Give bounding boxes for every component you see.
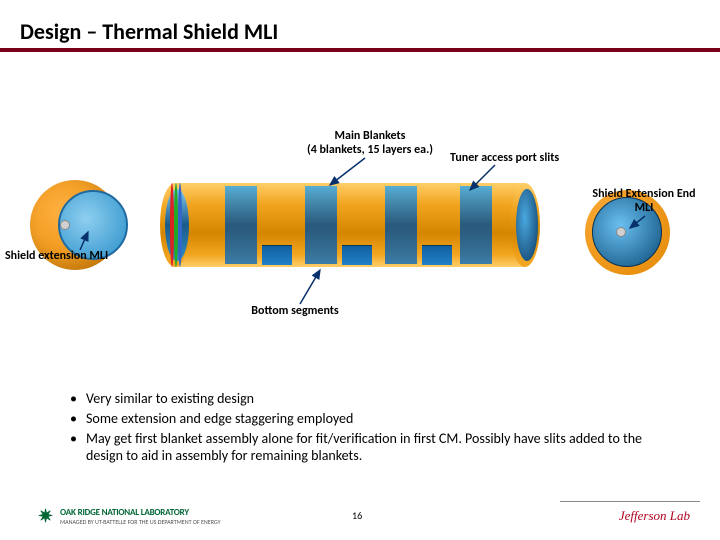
tuner-slit-2: [305, 186, 337, 264]
label-shield-ext-end-l1: Shield Extension End: [592, 187, 695, 201]
page-number: 16: [352, 509, 362, 522]
bullet-3: May get first blanket assembly alone for…: [70, 430, 670, 464]
bullet-list: Very similar to existing design Some ext…: [70, 390, 670, 467]
bottom-segment-2: [342, 245, 372, 265]
leaf-icon: ✷: [38, 505, 53, 527]
cylinder-right-inner: [516, 189, 538, 261]
blanket-rings: [170, 183, 184, 267]
left-endcap-hole: [60, 220, 70, 230]
label-main-blankets-l1: Main Blankets: [335, 129, 406, 143]
bullet-1: Very similar to existing design: [70, 390, 670, 407]
footer-divider: [560, 501, 700, 502]
footer-lab: Jefferson Lab: [619, 508, 690, 524]
label-bottom-segments: Bottom segments: [235, 305, 355, 319]
footer-org: ✷ OAK RIDGE NATIONAL LABORATORY MANAGED …: [60, 507, 221, 526]
tuner-slit-4: [460, 186, 492, 264]
label-shield-ext-end-l2: MLI: [635, 201, 654, 215]
label-main-blankets-l2: (4 blankets, 15 layers ea.): [307, 143, 433, 157]
diagram-area: Main Blankets (4 blankets, 15 layers ea.…: [10, 80, 710, 310]
label-main-blankets: Main Blankets (4 blankets, 15 layers ea.…: [290, 130, 450, 158]
tuner-slit-1: [225, 186, 257, 264]
label-tuner-slits: Tuner access port slits: [450, 152, 590, 166]
bottom-segment-3: [422, 245, 452, 265]
footer-org-line1: OAK RIDGE NATIONAL LABORATORY: [60, 507, 189, 518]
title-underline: [0, 48, 720, 52]
right-endcap-hole: [616, 227, 626, 237]
footer-org-line2: MANAGED BY UT-BATTELLE FOR THE US DEPART…: [60, 518, 221, 526]
tuner-slit-3: [385, 186, 417, 264]
bottom-segment-1: [262, 245, 292, 265]
slide-title: Design – Thermal Shield MLI: [20, 18, 278, 45]
bullet-2: Some extension and edge staggering emplo…: [70, 410, 670, 427]
label-shield-ext-left: Shield extension MLI: [5, 250, 135, 264]
label-shield-ext-end: Shield Extension End MLI: [580, 188, 708, 216]
footer-lab-name: Jefferson Lab: [619, 508, 690, 523]
